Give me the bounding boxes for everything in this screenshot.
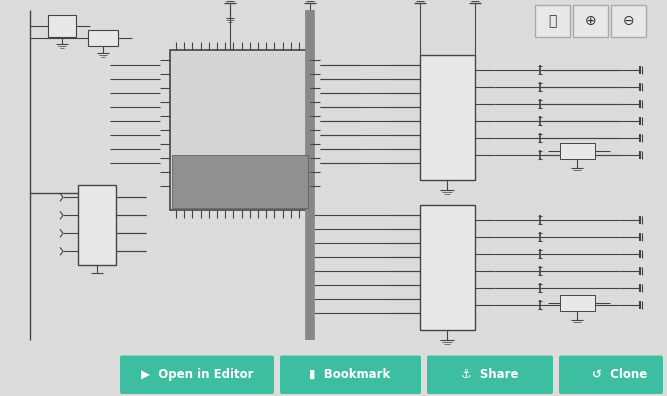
Bar xyxy=(560,143,595,159)
Bar xyxy=(420,205,475,330)
FancyBboxPatch shape xyxy=(559,356,663,394)
Bar xyxy=(78,185,116,265)
Bar xyxy=(48,15,76,37)
FancyBboxPatch shape xyxy=(120,356,274,394)
Bar xyxy=(573,5,608,37)
Bar xyxy=(611,5,646,37)
FancyBboxPatch shape xyxy=(280,356,421,394)
Text: ⚓  Share: ⚓ Share xyxy=(462,368,519,381)
Text: ↺  Clone: ↺ Clone xyxy=(592,368,648,381)
Bar xyxy=(420,55,475,180)
Text: 🏠: 🏠 xyxy=(548,14,557,28)
Bar xyxy=(535,5,570,37)
Bar xyxy=(560,295,595,311)
Bar xyxy=(170,50,310,210)
Text: ▶  Open in Editor: ▶ Open in Editor xyxy=(141,368,253,381)
Text: ▮  Bookmark: ▮ Bookmark xyxy=(309,368,391,381)
FancyBboxPatch shape xyxy=(427,356,553,394)
Bar xyxy=(88,30,118,46)
Text: ⊕: ⊕ xyxy=(585,14,596,28)
Bar xyxy=(172,155,308,208)
Text: ⊖: ⊖ xyxy=(623,14,634,28)
